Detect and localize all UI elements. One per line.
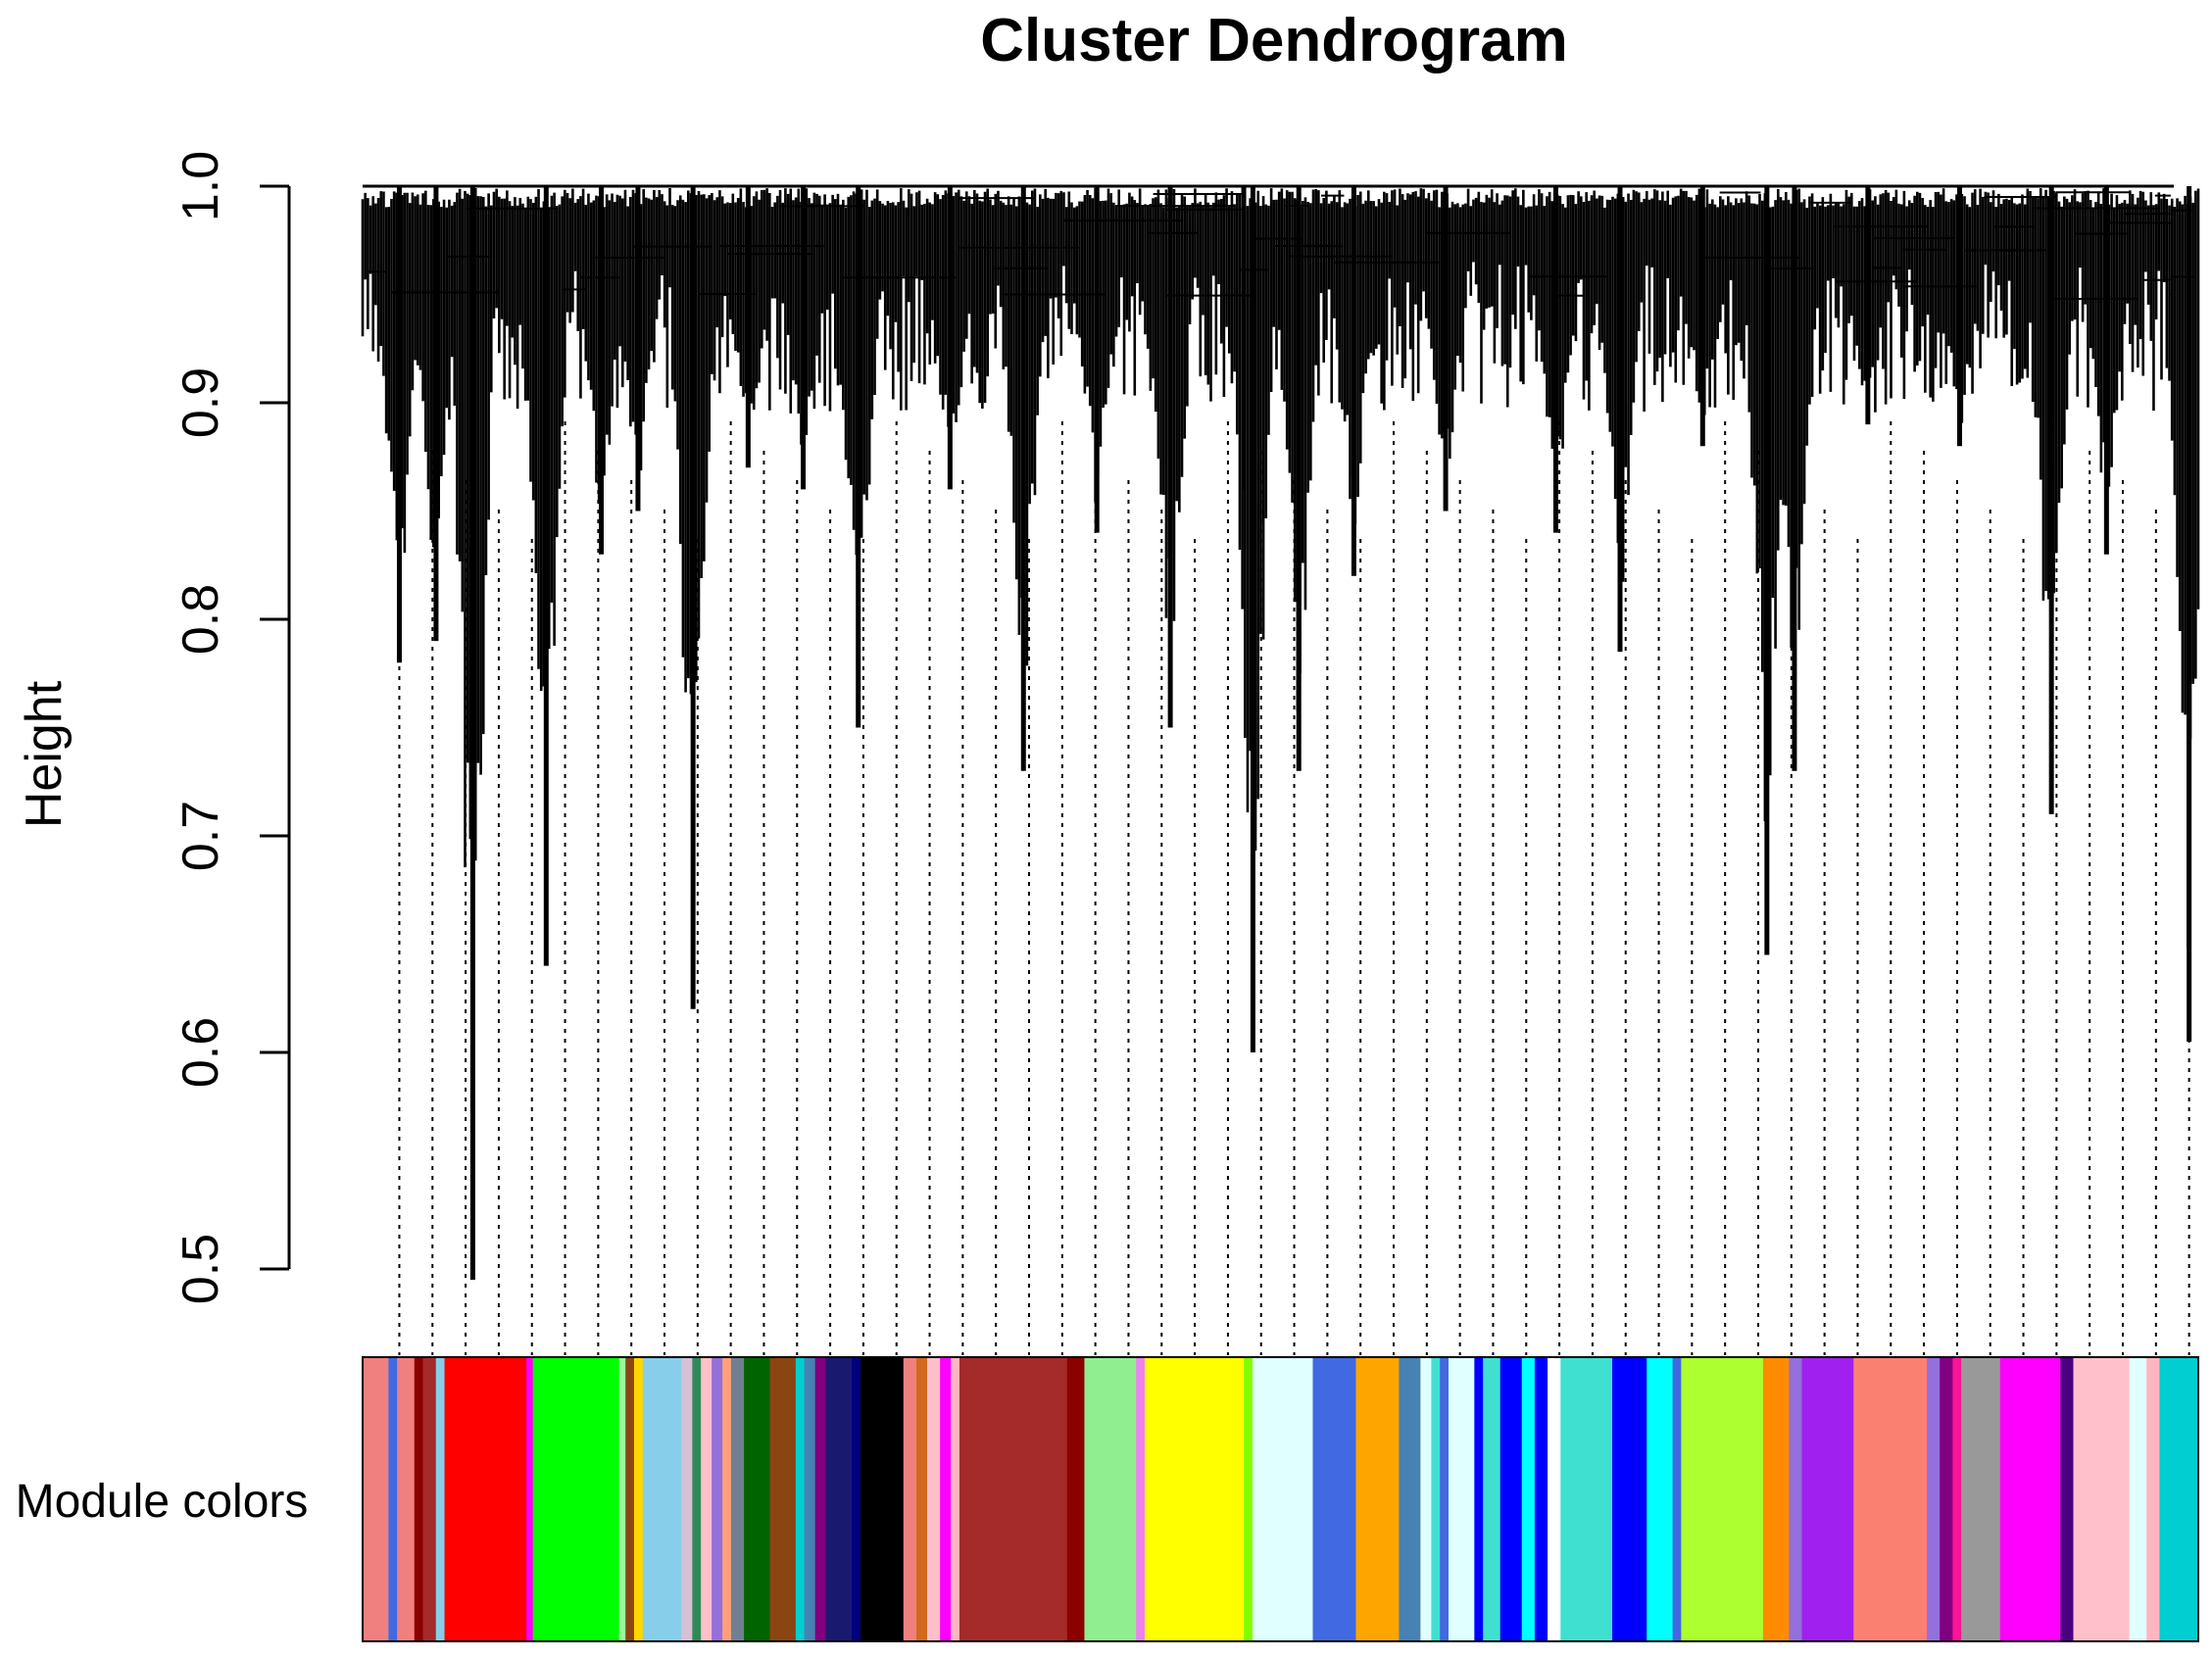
module-color-segment — [618, 1357, 626, 1641]
module-color-bar-border — [362, 1356, 2199, 1642]
module-color-segment — [397, 1357, 416, 1641]
module-color-segment — [744, 1357, 770, 1641]
y-tick-label: 0.5 — [172, 1234, 229, 1304]
module-color-segment — [1431, 1357, 1441, 1641]
module-color-segment — [1474, 1357, 1484, 1641]
module-color-segment — [414, 1357, 424, 1641]
module-color-segment — [852, 1357, 861, 1641]
module-color-segment — [951, 1357, 960, 1641]
module-color-segment — [1084, 1357, 1137, 1641]
module-color-segment — [1145, 1357, 1245, 1641]
module-color-segment — [444, 1357, 527, 1641]
module-color-segment — [1399, 1357, 1421, 1641]
module-color-segment — [1927, 1357, 1941, 1641]
y-tick-label: 0.6 — [172, 1017, 229, 1088]
module-color-segment — [926, 1357, 941, 1641]
y-tick-label: 0.7 — [172, 801, 229, 871]
module-color-segment — [2146, 1357, 2160, 1641]
module-color-segment — [625, 1357, 635, 1641]
module-color-segment — [1066, 1357, 1085, 1641]
module-color-segment — [1789, 1357, 1803, 1641]
module-color-segment — [1440, 1357, 1450, 1641]
module-color-segment — [1483, 1357, 1501, 1641]
module-color-segment — [2159, 1357, 2199, 1641]
module-color-segment — [2129, 1357, 2147, 1641]
module-color-segment — [1312, 1357, 1356, 1641]
module-color-segment — [388, 1357, 398, 1641]
module-color-segment — [1801, 1357, 1854, 1641]
module-color-segment — [959, 1357, 1068, 1641]
module-color-segment — [701, 1357, 713, 1641]
module-color-segment — [642, 1357, 682, 1641]
module-color-segment — [1612, 1357, 1647, 1641]
module-color-segment — [730, 1357, 745, 1641]
module-color-segment — [532, 1357, 620, 1641]
module-color-segment — [1560, 1357, 1613, 1641]
module-color-segment — [633, 1357, 644, 1641]
module-color-segment — [860, 1357, 905, 1641]
module-color-segment — [1136, 1357, 1146, 1641]
module-color-segment — [795, 1357, 806, 1641]
module-color-segment — [363, 1357, 389, 1641]
module-color-segment — [814, 1357, 827, 1641]
module-color-segment — [1762, 1357, 1790, 1641]
module-color-segment — [526, 1357, 534, 1641]
module-color-segment — [1244, 1357, 1253, 1641]
module-color-segment — [1548, 1357, 1561, 1641]
module-color-segment — [422, 1357, 437, 1641]
module-color-segment — [435, 1357, 446, 1641]
module-color-segment — [1355, 1357, 1400, 1641]
module-color-segment — [2073, 1357, 2131, 1641]
module-color-segment — [1521, 1357, 1536, 1641]
module-color-segment — [1853, 1357, 1928, 1641]
module-color-segment — [692, 1357, 702, 1641]
module-color-segment — [1647, 1357, 1674, 1641]
y-ticks: 0.5 0.6 0.7 0.8 0.9 1.0 — [172, 151, 289, 1304]
module-color-segment — [1681, 1357, 1764, 1641]
chart-title: Cluster Dendrogram — [980, 7, 1567, 74]
module-color-bar — [362, 1356, 2199, 1642]
module-color-segment — [769, 1357, 797, 1641]
module-color-segment — [1252, 1357, 1313, 1641]
module-color-segment — [1999, 1357, 2061, 1641]
module-color-segment — [712, 1357, 723, 1641]
y-axis: 0.5 0.6 0.7 0.8 0.9 1.0 Height — [16, 151, 291, 1304]
module-color-segment — [915, 1357, 928, 1641]
module-color-segment — [1420, 1357, 1432, 1641]
module-color-segment — [1534, 1357, 1548, 1641]
y-tick-label: 0.8 — [172, 584, 229, 655]
module-color-segment — [1961, 1357, 2001, 1641]
module-color-segment — [1672, 1357, 1682, 1641]
module-color-segment — [825, 1357, 853, 1641]
y-tick-label: 1.0 — [172, 151, 229, 221]
module-color-segment — [804, 1357, 816, 1641]
module-color-segment — [903, 1357, 917, 1641]
module-color-segment — [722, 1357, 732, 1641]
module-color-segment — [681, 1357, 693, 1641]
module-color-segment — [1940, 1357, 1953, 1641]
module-color-segment — [2060, 1357, 2074, 1641]
dendrogram-tree — [361, 184, 2200, 1355]
module-color-segment — [940, 1357, 952, 1641]
module-color-segment — [1448, 1357, 1475, 1641]
y-tick-label: 0.9 — [172, 367, 229, 438]
module-colors-label: Module colors — [16, 1476, 309, 1528]
module-color-segment — [1952, 1357, 1962, 1641]
module-color-segment — [1499, 1357, 1523, 1641]
y-axis-label: Height — [16, 680, 73, 828]
